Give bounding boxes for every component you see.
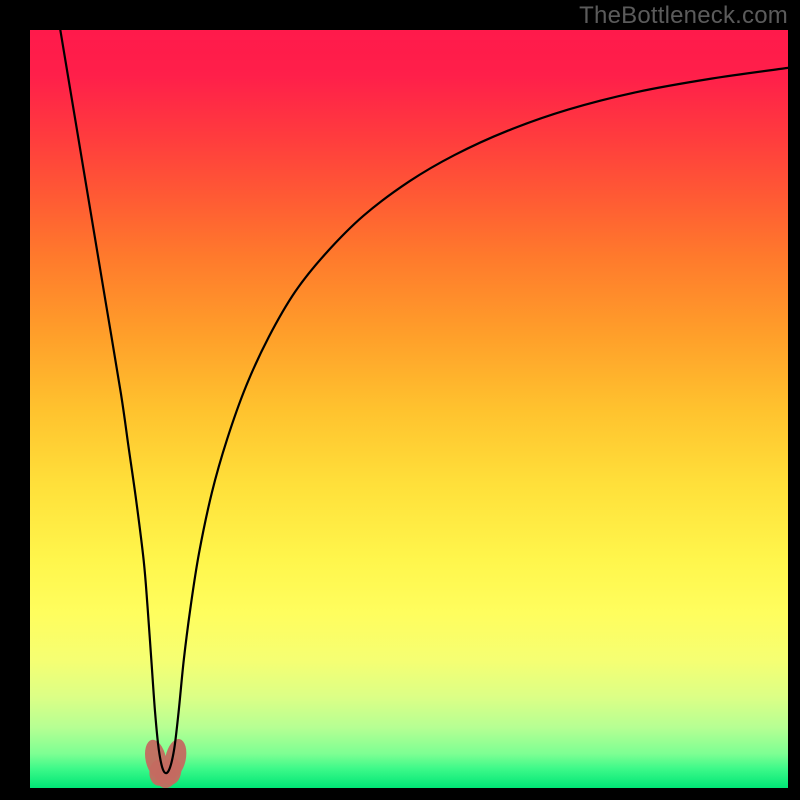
watermark-text: TheBottleneck.com <box>579 2 788 30</box>
bottleneck-curve <box>60 30 788 773</box>
plot-viewport <box>30 30 788 788</box>
curves-layer <box>30 30 788 788</box>
valley-marker <box>142 737 190 788</box>
chart-stage: TheBottleneck.com <box>0 0 800 800</box>
